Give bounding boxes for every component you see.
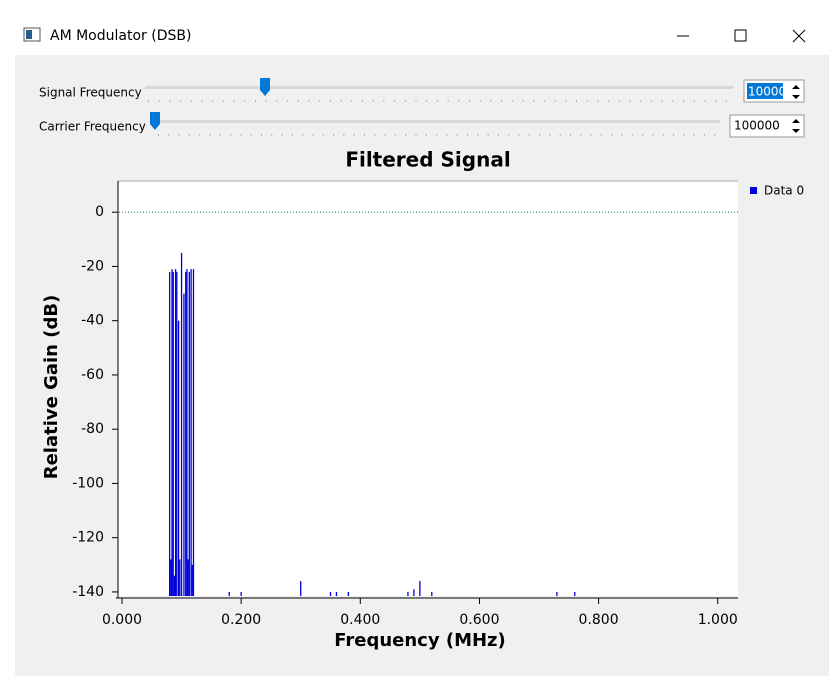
spinbox[interactable] [729, 114, 805, 138]
legend-swatch [750, 187, 757, 194]
y-tick-label: 0 [95, 204, 104, 220]
plot-area [118, 181, 738, 596]
slider-handle[interactable] [260, 78, 270, 96]
y-tick-label: -140 [72, 584, 104, 600]
window-title: AM Modulator (DSB) [50, 28, 191, 44]
y-tick-label: -40 [81, 313, 104, 329]
spin-arrows[interactable] [792, 85, 800, 99]
y-tick-label: -80 [81, 421, 104, 437]
y-tick-label: -60 [81, 367, 104, 383]
spinbox-value[interactable]: 100000 [734, 119, 780, 133]
x-tick-label: 0.000 [102, 612, 142, 628]
close-button[interactable] [792, 29, 806, 43]
x-tick-label: 0.400 [340, 612, 380, 628]
spin-arrows[interactable] [792, 119, 800, 133]
spinbox-value[interactable]: 10000 [748, 85, 786, 99]
slider-track [155, 120, 720, 123]
y-axis-label: Relative Gain (dB) [41, 295, 62, 480]
x-tick-label: 0.200 [221, 612, 261, 628]
app-icon-part [26, 30, 32, 39]
y-tick-label: -100 [72, 475, 104, 491]
slider-handle[interactable] [150, 112, 160, 130]
y-tick-label: -20 [81, 258, 104, 274]
x-axis-label: Frequency (MHz) [334, 630, 506, 651]
chart-title: Filtered Signal [345, 148, 510, 172]
maximize-button[interactable] [734, 29, 747, 42]
x-tick-label: 1.000 [698, 612, 738, 628]
selection [747, 83, 783, 99]
legend-label: Data 0 [764, 184, 804, 198]
x-tick-label: 0.600 [459, 612, 499, 628]
slider-track [145, 86, 733, 89]
x-tick-label: 0.800 [579, 612, 619, 628]
control-label: Carrier Frequency [39, 120, 146, 134]
y-tick-label: -120 [72, 530, 104, 546]
control-label: Signal Frequency [39, 86, 142, 100]
